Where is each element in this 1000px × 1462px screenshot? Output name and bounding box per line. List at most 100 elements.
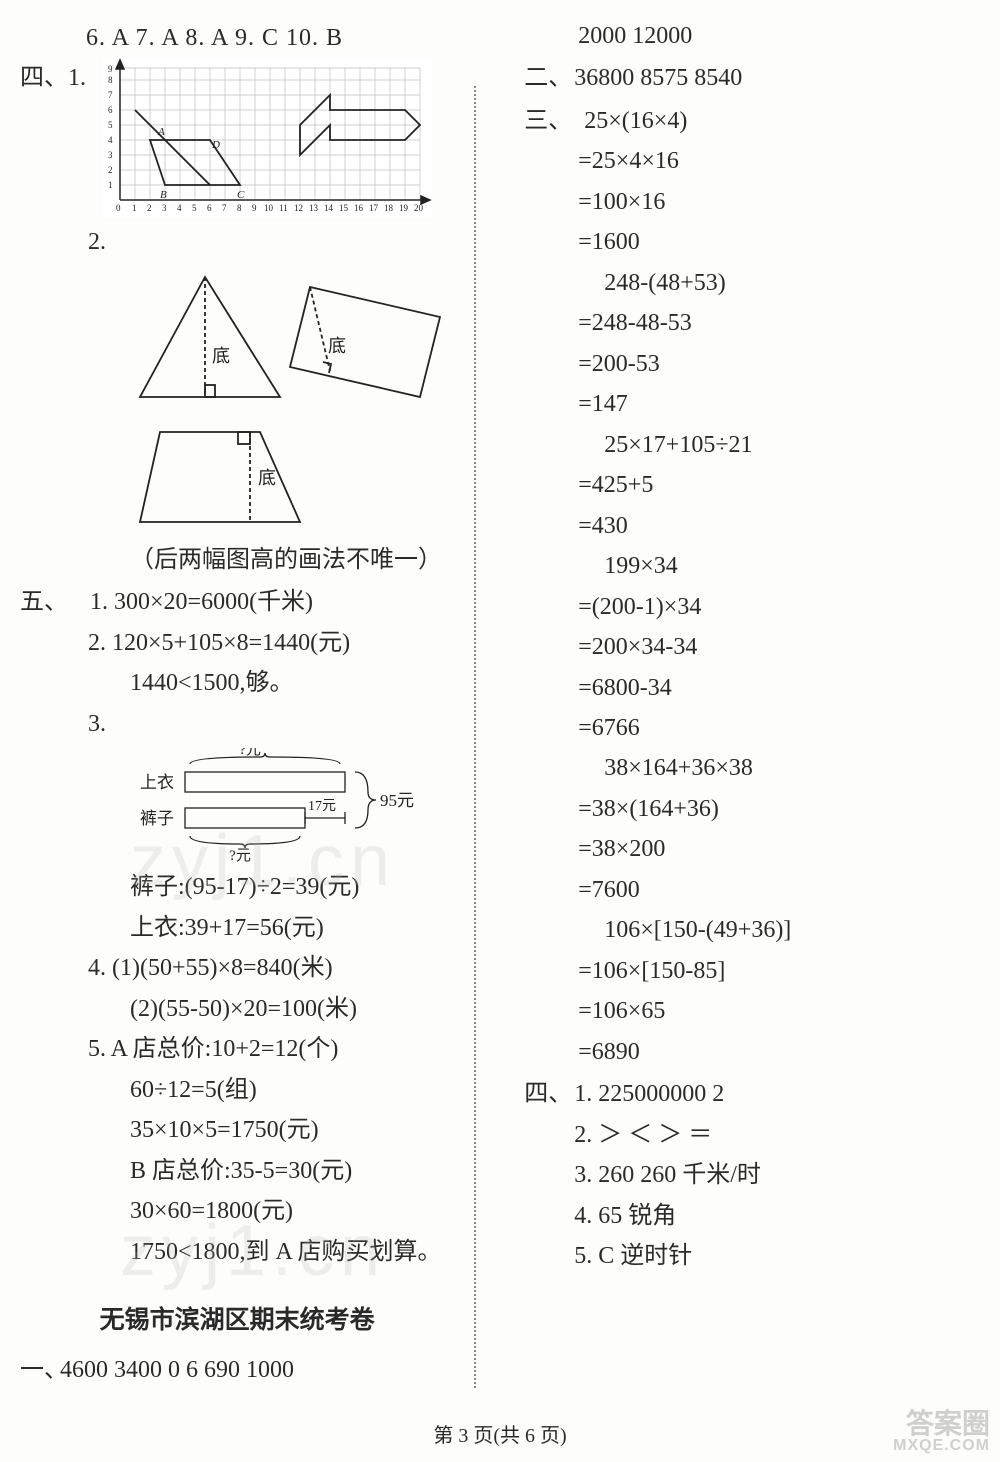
svg-text:0: 0	[116, 203, 121, 213]
c3-2: =430	[526, 508, 980, 544]
svg-text:1: 1	[108, 180, 113, 190]
svg-text:17元: 17元	[308, 799, 336, 814]
svg-text:8: 8	[108, 75, 113, 85]
s4b-5: 5. C 逆时针	[526, 1238, 980, 1274]
c1-3: =1600	[526, 224, 980, 260]
c3-1: =425+5	[526, 467, 980, 503]
svg-text:3: 3	[108, 150, 113, 160]
svg-text:上衣: 上衣	[140, 773, 174, 792]
svg-text:2: 2	[108, 165, 113, 175]
c2-2: =200-53	[526, 346, 980, 382]
corner-logo: 答案圈 MXQE.COM	[893, 1410, 990, 1454]
c5-3: =7600	[526, 872, 980, 908]
p5-5d: B 店总价:35-5=30(元)	[50, 1153, 464, 1189]
grid-figure: AD BC 01234567891011121314151617181920 1…	[102, 58, 464, 218]
svg-text:底: 底	[258, 468, 276, 488]
svg-text:5: 5	[108, 120, 113, 130]
column-divider	[474, 86, 476, 1388]
svg-text:底: 底	[328, 336, 346, 356]
svg-text:14: 14	[324, 203, 334, 213]
p5-5b: 60÷12=5(组)	[50, 1072, 464, 1108]
svg-text:8: 8	[237, 203, 242, 213]
svg-text:4: 4	[177, 203, 182, 213]
svg-text:17: 17	[369, 203, 379, 213]
svg-text:底: 底	[212, 346, 230, 366]
svg-text:20: 20	[414, 203, 424, 213]
c5-0: 38×164+36×38	[526, 750, 980, 786]
p5-3a: 裤子:(95-17)÷2=39(元)	[50, 869, 464, 905]
section-two: 二、	[524, 60, 572, 96]
logo-line1: 答案圈	[906, 1408, 990, 1439]
svg-text:12: 12	[294, 203, 303, 213]
p5-5c: 35×10×5=1750(元)	[50, 1112, 464, 1148]
svg-text:B: B	[160, 189, 167, 201]
svg-text:16: 16	[354, 203, 364, 213]
section-four-one: 四、1.	[20, 60, 86, 96]
p5-3-label: 3.	[50, 706, 464, 742]
answers-6-10: 6. A 7. A 8. A 9. C 10. B	[50, 20, 464, 56]
svg-text:3: 3	[162, 203, 167, 213]
svg-text:?元: ?元	[239, 748, 261, 758]
svg-text:7: 7	[222, 203, 227, 213]
svg-text:7: 7	[108, 90, 113, 100]
svg-text:A: A	[157, 126, 165, 138]
s4b-3: 3. 260 260 千米/时	[526, 1157, 980, 1193]
c2-1: =248-48-53	[526, 305, 980, 341]
c5-1: =38×(164+36)	[526, 791, 980, 827]
p5-4b: (2)(55-50)×20=100(米)	[50, 991, 464, 1027]
svg-text:19: 19	[399, 203, 409, 213]
svg-text:10: 10	[264, 203, 274, 213]
p5-5f: 1750<1800,到 A 店购买划算。	[50, 1234, 464, 1270]
c4-3: =6800-34	[526, 670, 980, 706]
c3-0: 25×17+105÷21	[526, 427, 980, 463]
svg-text:9: 9	[252, 203, 257, 213]
section-three: 三、	[524, 103, 572, 139]
p5-5e: 30×60=1800(元)	[50, 1193, 464, 1229]
cont-values: 2000 12000	[526, 18, 980, 54]
p5-5a: 5. A 店总价:10+2=12(个)	[50, 1031, 464, 1067]
c6-1: =106×[150-85]	[526, 953, 980, 989]
svg-text:15: 15	[339, 203, 349, 213]
svg-text:6: 6	[207, 203, 212, 213]
p5-3b: 上衣:39+17=56(元)	[50, 910, 464, 946]
p5-2b: 1440<1500,够。	[50, 665, 464, 701]
section-five: 五、	[20, 584, 68, 620]
c4-2: =200×34-34	[526, 629, 980, 665]
svg-text:18: 18	[384, 203, 394, 213]
c2-3: =147	[526, 386, 980, 422]
svg-text:?元: ?元	[229, 848, 251, 863]
item-4-2: 2.	[50, 224, 464, 260]
svg-text:4: 4	[108, 135, 113, 145]
paper-title: 无锡市滨湖区期末统考卷	[50, 1300, 464, 1336]
page-footer: 第 3 页(共 6 页)	[0, 1419, 1000, 1448]
svg-text:6: 6	[108, 105, 113, 115]
s4b-2: 2. ＞ ＜ ＞ ＝	[526, 1117, 980, 1153]
c2-0: 248-(48+53)	[526, 265, 980, 301]
p5-4a: 4. (1)(50+55)×8=840(米)	[50, 950, 464, 986]
svg-text:2: 2	[147, 203, 152, 213]
c6-0: 106×[150-(49+36)]	[526, 912, 980, 948]
shapes-figures: 底 底 底	[130, 267, 464, 532]
c4-4: =6766	[526, 710, 980, 746]
c6-3: =6890	[526, 1034, 980, 1070]
c5-2: =38×200	[526, 831, 980, 867]
svg-text:9: 9	[108, 64, 113, 74]
svg-text:C: C	[237, 189, 245, 201]
c1-1: =25×4×16	[526, 143, 980, 179]
c4-0: 199×34	[526, 548, 980, 584]
shapes-note: （后两幅图高的画法不唯一）	[50, 542, 464, 578]
s1b-vals: 4600 3400 0 6 690 1000	[60, 1357, 294, 1383]
c1-2: =100×16	[526, 184, 980, 220]
section-one-b: 一、	[20, 1352, 68, 1388]
p5-1: 1. 300×20=6000(千米)	[90, 589, 313, 615]
c6-2: =106×65	[526, 993, 980, 1029]
p5-2a: 2. 120×5+105×8=1440(元)	[50, 625, 464, 661]
svg-text:D: D	[211, 139, 220, 151]
svg-text:11: 11	[279, 203, 288, 213]
s4b-4: 4. 65 锐角	[526, 1198, 980, 1234]
svg-text:95元: 95元	[380, 791, 414, 810]
svg-text:裤子: 裤子	[140, 809, 174, 828]
svg-text:13: 13	[309, 203, 319, 213]
section-four-b: 四、	[524, 1076, 572, 1112]
svg-text:1: 1	[132, 203, 137, 213]
